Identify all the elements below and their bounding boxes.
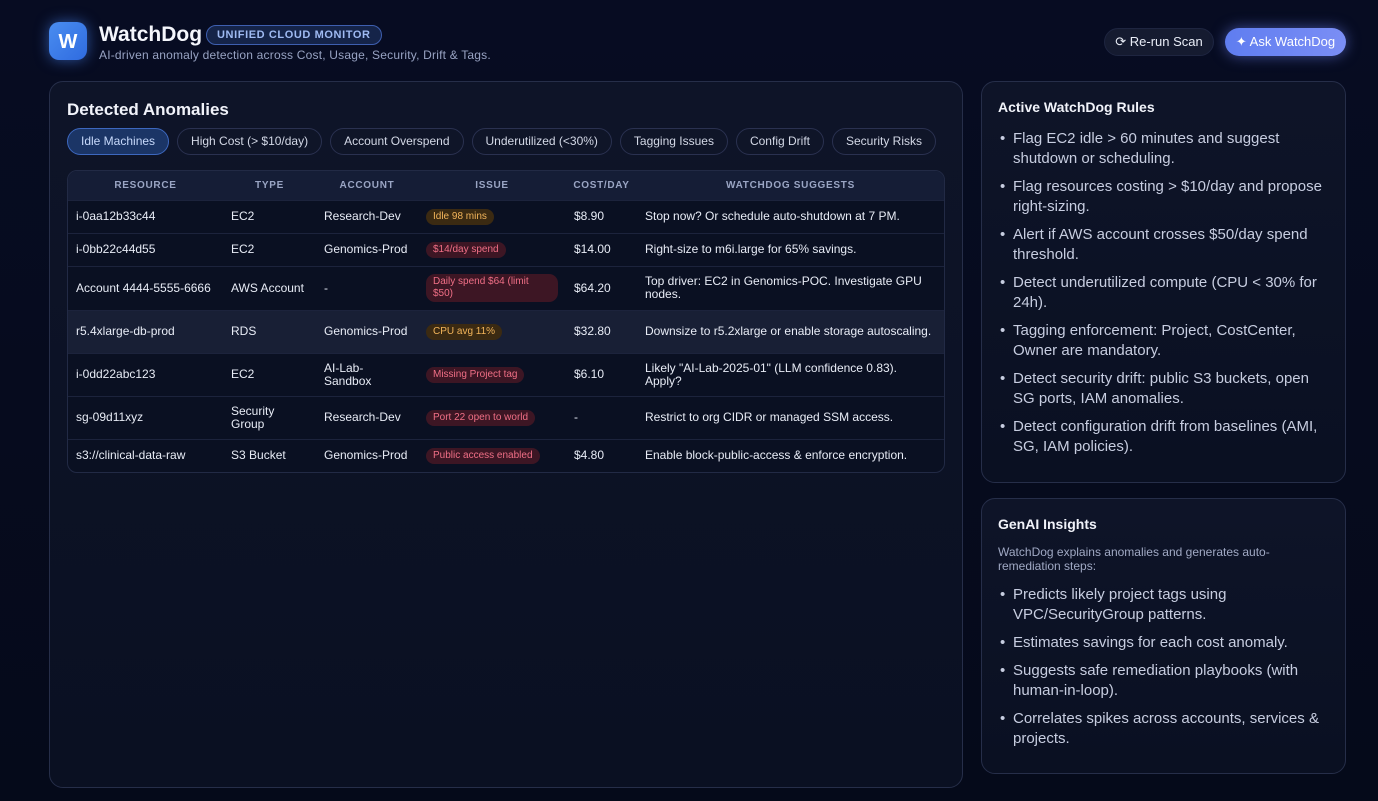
issue-badge: Daily spend $64 (limit $50)	[426, 274, 558, 302]
cell-issue: Public access enabled	[418, 438, 566, 472]
cell-issue: Daily spend $64 (limit $50)	[418, 265, 566, 310]
cell-issue: Idle 98 mins	[418, 199, 566, 233]
rules-panel: Active WatchDog Rules Flag EC2 idle > 60…	[981, 81, 1346, 483]
cell-suggest: Right-size to m6i.large for 65% savings.	[637, 232, 944, 266]
cell-suggest: Downsize to r5.2xlarge or enable storage…	[637, 309, 944, 353]
cell-suggest: Stop now? Or schedule auto-shutdown at 7…	[637, 199, 944, 233]
cell-suggest: Likely "AI-Lab-2025-01" (LLM confidence …	[637, 352, 944, 396]
cell-account: Genomics-Prod	[316, 232, 418, 266]
cell-resource: i-0dd22abc123	[68, 352, 223, 396]
watchdog-logo: W	[49, 22, 87, 60]
insight-item: Correlates spikes across accounts, servi…	[998, 709, 1331, 749]
rule-item: Tagging enforcement: Project, CostCenter…	[998, 321, 1331, 361]
cell-resource: s3://clinical-data-raw	[68, 438, 223, 472]
tab-idle-machines[interactable]: Idle Machines	[67, 128, 170, 155]
cell-suggest: Enable block-public-access & enforce enc…	[637, 438, 944, 472]
cell-type: AWS Account	[223, 265, 316, 310]
anomalies-panel: Detected Anomalies Idle Machines High Co…	[49, 81, 963, 788]
anomalies-title: Detected Anomalies	[67, 100, 229, 119]
table-row[interactable]: r5.4xlarge-db-prod RDS Genomics-Prod CPU…	[68, 309, 944, 353]
cell-account: -	[316, 265, 418, 310]
cell-account: Research-Dev	[316, 199, 418, 233]
app-title: WatchDog	[99, 23, 203, 46]
cell-type: RDS	[223, 309, 316, 353]
cell-type: S3 Bucket	[223, 438, 316, 472]
cell-account: Genomics-Prod	[316, 438, 418, 472]
tab-underutilized[interactable]: Underutilized (<30%)	[471, 128, 612, 155]
cell-issue: Missing Project tag	[418, 352, 566, 396]
cell-resource: Account 4444-5555-6666	[68, 265, 223, 310]
cell-suggest: Top driver: EC2 in Genomics-POC. Investi…	[637, 265, 944, 310]
cell-resource: sg-09d11xyz	[68, 395, 223, 439]
cell-account: Genomics-Prod	[316, 309, 418, 353]
tab-account-overspend[interactable]: Account Overspend	[330, 128, 464, 155]
cell-resource: i-0aa12b33c44	[68, 199, 223, 233]
column-header-cost[interactable]: COST/DAY	[573, 179, 630, 191]
rerun-scan-button[interactable]: ⟳ Re-run Scan	[1104, 28, 1214, 56]
table-header-row: RESOURCE TYPE ACCOUNT ISSUE COST/DAY WAT…	[68, 171, 944, 200]
column-header-suggests[interactable]: WATCHDOG SUGGESTS	[726, 179, 855, 191]
cell-cost: -	[566, 395, 637, 439]
rules-title: Active WatchDog Rules	[998, 99, 1155, 115]
anomaly-tabs: Idle Machines High Cost (> $10/day) Acco…	[67, 128, 937, 155]
column-header-type[interactable]: TYPE	[255, 179, 284, 191]
insight-item: Suggests safe remediation playbooks (wit…	[998, 661, 1331, 701]
column-header-account[interactable]: ACCOUNT	[339, 179, 395, 191]
table-row[interactable]: sg-09d11xyz Security Group Research-Dev …	[68, 395, 944, 439]
issue-badge: CPU avg 11%	[426, 323, 503, 340]
rules-list: Flag EC2 idle > 60 minutes and suggest s…	[998, 129, 1331, 465]
column-header-resource[interactable]: RESOURCE	[114, 179, 177, 191]
table-row[interactable]: Account 4444-5555-6666 AWS Account - Dai…	[68, 265, 944, 310]
app-subtitle: AI-driven anomaly detection across Cost,…	[99, 48, 491, 62]
rule-item: Detect underutilized compute (CPU < 30% …	[998, 273, 1331, 313]
tab-high-cost[interactable]: High Cost (> $10/day)	[177, 128, 323, 155]
table-row[interactable]: i-0bb22c44d55 EC2 Genomics-Prod $14/day …	[68, 232, 944, 266]
insight-item: Estimates savings for each cost anomaly.	[998, 633, 1331, 653]
app-badge: UNIFIED CLOUD MONITOR	[206, 25, 382, 45]
cell-issue: Port 22 open to world	[418, 395, 566, 439]
insights-description: WatchDog explains anomalies and generate…	[998, 545, 1270, 573]
insight-item: Predicts likely project tags using VPC/S…	[998, 585, 1331, 625]
cell-suggest: Restrict to org CIDR or managed SSM acce…	[637, 395, 944, 439]
tab-config-drift[interactable]: Config Drift	[735, 128, 824, 155]
cell-cost: $14.00	[566, 232, 637, 266]
table-row[interactable]: i-0aa12b33c44 EC2 Research-Dev Idle 98 m…	[68, 199, 944, 233]
rule-item: Flag EC2 idle > 60 minutes and suggest s…	[998, 129, 1331, 169]
cell-type: EC2	[223, 352, 316, 396]
tab-security-risks[interactable]: Security Risks	[832, 128, 937, 155]
insights-title: GenAI Insights	[998, 516, 1097, 532]
insights-panel: GenAI Insights WatchDog explains anomali…	[981, 498, 1346, 774]
issue-badge: Missing Project tag	[426, 366, 525, 383]
column-header-issue[interactable]: ISSUE	[475, 179, 509, 191]
cell-type: EC2	[223, 232, 316, 266]
cell-account: Research-Dev	[316, 395, 418, 439]
rule-item: Flag resources costing > $10/day and pro…	[998, 177, 1331, 217]
insights-list: Predicts likely project tags using VPC/S…	[998, 585, 1331, 757]
issue-badge: $14/day spend	[426, 241, 506, 258]
ask-watchdog-button[interactable]: ✦ Ask WatchDog	[1225, 28, 1346, 56]
cell-cost: $64.20	[566, 265, 637, 310]
cell-cost: $6.10	[566, 352, 637, 396]
cell-cost: $32.80	[566, 309, 637, 353]
issue-badge: Public access enabled	[426, 447, 540, 464]
tab-tagging-issues[interactable]: Tagging Issues	[619, 128, 728, 155]
cell-resource: i-0bb22c44d55	[68, 232, 223, 266]
cell-account: AI-Lab-Sandbox	[316, 352, 418, 396]
cell-resource: r5.4xlarge-db-prod	[68, 309, 223, 353]
cell-issue: $14/day spend	[418, 232, 566, 266]
table-row[interactable]: i-0dd22abc123 EC2 AI-Lab-Sandbox Missing…	[68, 352, 944, 396]
issue-badge: Idle 98 mins	[426, 208, 494, 225]
cell-cost: $8.90	[566, 199, 637, 233]
anomalies-table: RESOURCE TYPE ACCOUNT ISSUE COST/DAY WAT…	[67, 170, 945, 473]
table-row[interactable]: s3://clinical-data-raw S3 Bucket Genomic…	[68, 438, 944, 472]
issue-badge: Port 22 open to world	[426, 409, 536, 426]
cell-issue: CPU avg 11%	[418, 309, 566, 353]
rule-item: Detect security drift: public S3 buckets…	[998, 369, 1331, 409]
cell-type: EC2	[223, 199, 316, 233]
app-header: W WatchDog UNIFIED CLOUD MONITOR AI-driv…	[49, 22, 1346, 66]
rule-item: Alert if AWS account crosses $50/day spe…	[998, 225, 1331, 265]
rule-item: Detect configuration drift from baseline…	[998, 417, 1331, 457]
cell-cost: $4.80	[566, 438, 637, 472]
cell-type: Security Group	[223, 395, 316, 439]
